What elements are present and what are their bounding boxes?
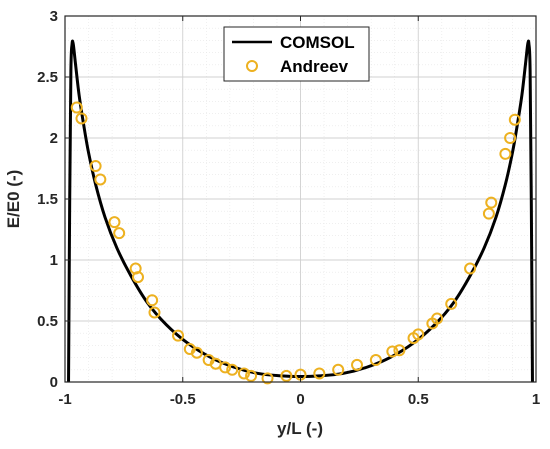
x-tick-label: 0 xyxy=(296,391,304,408)
data-point-andreev xyxy=(482,207,495,220)
data-point-andreev xyxy=(94,173,107,186)
data-point-andreev xyxy=(508,113,521,126)
data-point-andreev xyxy=(70,101,83,114)
y-tick-label: 2.5 xyxy=(37,69,58,86)
data-point-andreev xyxy=(445,297,458,310)
y-tick-label: 3 xyxy=(50,8,58,25)
data-point-andreev xyxy=(132,271,145,284)
data-point-andreev xyxy=(313,367,326,380)
y-tick-label: 0.5 xyxy=(37,313,58,330)
data-point-andreev xyxy=(485,196,498,209)
data-point-andreev xyxy=(393,344,406,357)
data-point-andreev xyxy=(280,369,293,382)
data-point-andreev xyxy=(261,372,274,385)
data-point-andreev xyxy=(499,147,512,160)
data-point-andreev xyxy=(172,329,185,342)
legend: COMSOL Andreev xyxy=(223,26,370,82)
data-point-andreev xyxy=(351,358,364,371)
ticks-layer xyxy=(64,15,537,383)
x-tick-label: -1 xyxy=(58,391,71,408)
data-point-andreev xyxy=(431,312,444,325)
x-axis-label: y/L (-) xyxy=(277,419,323,438)
x-tick-label: 1 xyxy=(532,391,540,408)
data-point-andreev xyxy=(369,354,382,367)
y-tick-label: 0 xyxy=(50,374,58,391)
data-point-andreev xyxy=(245,369,258,382)
legend-andreev-marker-sample xyxy=(246,60,258,72)
data-point-andreev xyxy=(237,367,250,380)
data-point-andreev xyxy=(146,294,159,307)
y-tick-label: 1.5 xyxy=(37,191,58,208)
data-point-andreev xyxy=(89,160,102,173)
data-point-andreev xyxy=(75,112,88,125)
data-point-andreev xyxy=(190,346,203,359)
data-point-andreev xyxy=(219,361,232,374)
x-tick-label: 0.5 xyxy=(408,391,429,408)
data-point-andreev xyxy=(113,227,126,240)
data-point-andreev xyxy=(148,306,161,319)
legend-andreev-label: Andreev xyxy=(280,57,349,76)
data-point-andreev xyxy=(108,216,121,229)
series-line-comsol xyxy=(67,39,534,383)
y-tick-label: 2 xyxy=(50,130,58,147)
data-point-andreev xyxy=(504,132,517,144)
data-point-andreev xyxy=(412,328,425,341)
x-tick-label: -0.5 xyxy=(170,391,196,408)
y-tick-label: 1 xyxy=(50,252,58,269)
data-point-andreev xyxy=(332,363,345,376)
legend-box xyxy=(223,26,370,82)
data-point-andreev xyxy=(226,363,239,376)
tick-labels: -1 -0.5 0 0.5 1 0 0.5 1 1.5 2 2.5 3 xyxy=(37,8,540,408)
data-point-andreev xyxy=(464,262,477,275)
data-point-andreev xyxy=(386,345,399,358)
y-axis-label: E/E0 (-) xyxy=(4,170,23,229)
legend-comsol-label: COMSOL xyxy=(280,33,355,52)
series-layer xyxy=(67,39,534,385)
